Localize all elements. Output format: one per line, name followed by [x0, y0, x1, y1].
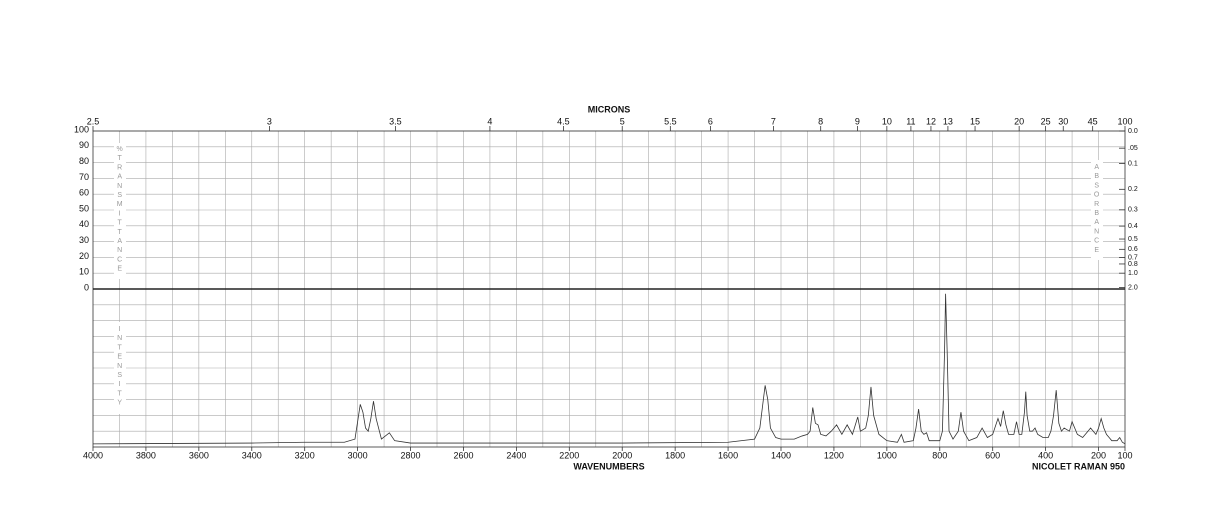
y-tick-label: 20	[79, 251, 89, 261]
label-backdrop	[114, 143, 126, 279]
y-tick-label: 40	[79, 219, 89, 229]
y-tick-label: 0	[84, 282, 89, 292]
x2-tick-label: 5.5	[664, 116, 677, 126]
x-tick-label: 3800	[136, 450, 156, 460]
x2-tick-label: 15	[970, 116, 980, 126]
x2-tick-label: 3.5	[389, 116, 402, 126]
y-tick-label: 100	[74, 124, 89, 134]
spectrum-line	[92, 293, 1126, 445]
y2-tick-label: .05	[1128, 145, 1138, 152]
x2-tick-label: 11	[906, 116, 915, 126]
y-tick-label: 80	[79, 156, 89, 166]
x2-tick-label: 7	[771, 116, 776, 126]
x2-axis-title: MICRONS	[588, 104, 631, 114]
x-tick-label: 200	[1091, 450, 1106, 460]
x2-tick-label: 6	[708, 116, 713, 126]
x-tick-label: 3600	[189, 450, 209, 460]
y-tick-label: 60	[79, 188, 89, 198]
y2-axis-label: ABSORBANCE	[1093, 164, 1100, 256]
y2-tick-label: 0.4	[1128, 223, 1138, 230]
intensity-label: INTENSITY	[116, 326, 123, 409]
y-tick-label: 50	[79, 203, 89, 213]
y2-tick-label: 0.8	[1128, 261, 1138, 268]
x2-tick-label: 13	[943, 116, 953, 126]
x-tick-label: 2600	[453, 450, 473, 460]
x-tick-label: 100	[1117, 450, 1132, 460]
x2-tick-label: 8	[818, 116, 823, 126]
y-tick-label: 30	[79, 235, 89, 245]
x-tick-label: 2000	[612, 450, 632, 460]
x-tick-label: 1200	[824, 450, 844, 460]
y2-tick-label: 0.2	[1128, 186, 1138, 193]
x-tick-label: 1000	[877, 450, 897, 460]
x2-tick-label: 2.5	[87, 116, 100, 126]
x2-tick-label: 3	[267, 116, 272, 126]
x2-tick-label: 4	[487, 116, 492, 126]
y2-tick-label: 0.5	[1128, 236, 1138, 243]
y-tick-label: 70	[79, 172, 89, 182]
x-tick-label: 3000	[348, 450, 368, 460]
x2-tick-label: 100	[1117, 116, 1132, 126]
x2-tick-label: 45	[1088, 116, 1098, 126]
x-tick-label: 4000	[83, 450, 103, 460]
x-tick-label: 3400	[242, 450, 262, 460]
y2-tick-label: 0.3	[1128, 207, 1138, 214]
y2-tick-label: 0.6	[1128, 246, 1138, 253]
x2-tick-label: 9	[855, 116, 860, 126]
x-tick-label: 2200	[559, 450, 579, 460]
instrument-label: NICOLET RAMAN 950	[1032, 461, 1125, 471]
x-tick-label: 1800	[665, 450, 685, 460]
y2-tick-label: 2.0	[1128, 284, 1138, 291]
y2-tick-label: 0.1	[1128, 160, 1138, 167]
x-axis-title: WAVENUMBERS	[573, 461, 644, 471]
x-tick-label: 1400	[771, 450, 791, 460]
x2-tick-label: 30	[1058, 116, 1068, 126]
y2-tick-label: 1.0	[1128, 270, 1138, 277]
x2-tick-label: 5	[620, 116, 625, 126]
x-tick-label: 2400	[506, 450, 526, 460]
x-tick-label: 2800	[401, 450, 421, 460]
x-tick-label: 400	[1038, 450, 1053, 460]
x-tick-label: 600	[985, 450, 1000, 460]
x2-tick-label: 20	[1014, 116, 1024, 126]
y-axis-label: %TRANSMITTANCE	[116, 146, 123, 275]
x-tick-label: 3200	[295, 450, 315, 460]
y-tick-label: 90	[79, 140, 89, 150]
y2-tick-label: 0.0	[1128, 128, 1138, 135]
x2-tick-label: 10	[882, 116, 892, 126]
label-backdrop	[1091, 160, 1103, 260]
x2-tick-label: 12	[926, 116, 936, 126]
x-tick-label: 1600	[718, 450, 738, 460]
x2-tick-label: 4.5	[557, 116, 570, 126]
x-tick-label: 800	[932, 450, 947, 460]
y-tick-label: 10	[79, 267, 89, 277]
label-backdrop	[114, 322, 126, 414]
x2-tick-label: 25	[1041, 116, 1051, 126]
y2-tick-label: 0.7	[1128, 254, 1138, 261]
